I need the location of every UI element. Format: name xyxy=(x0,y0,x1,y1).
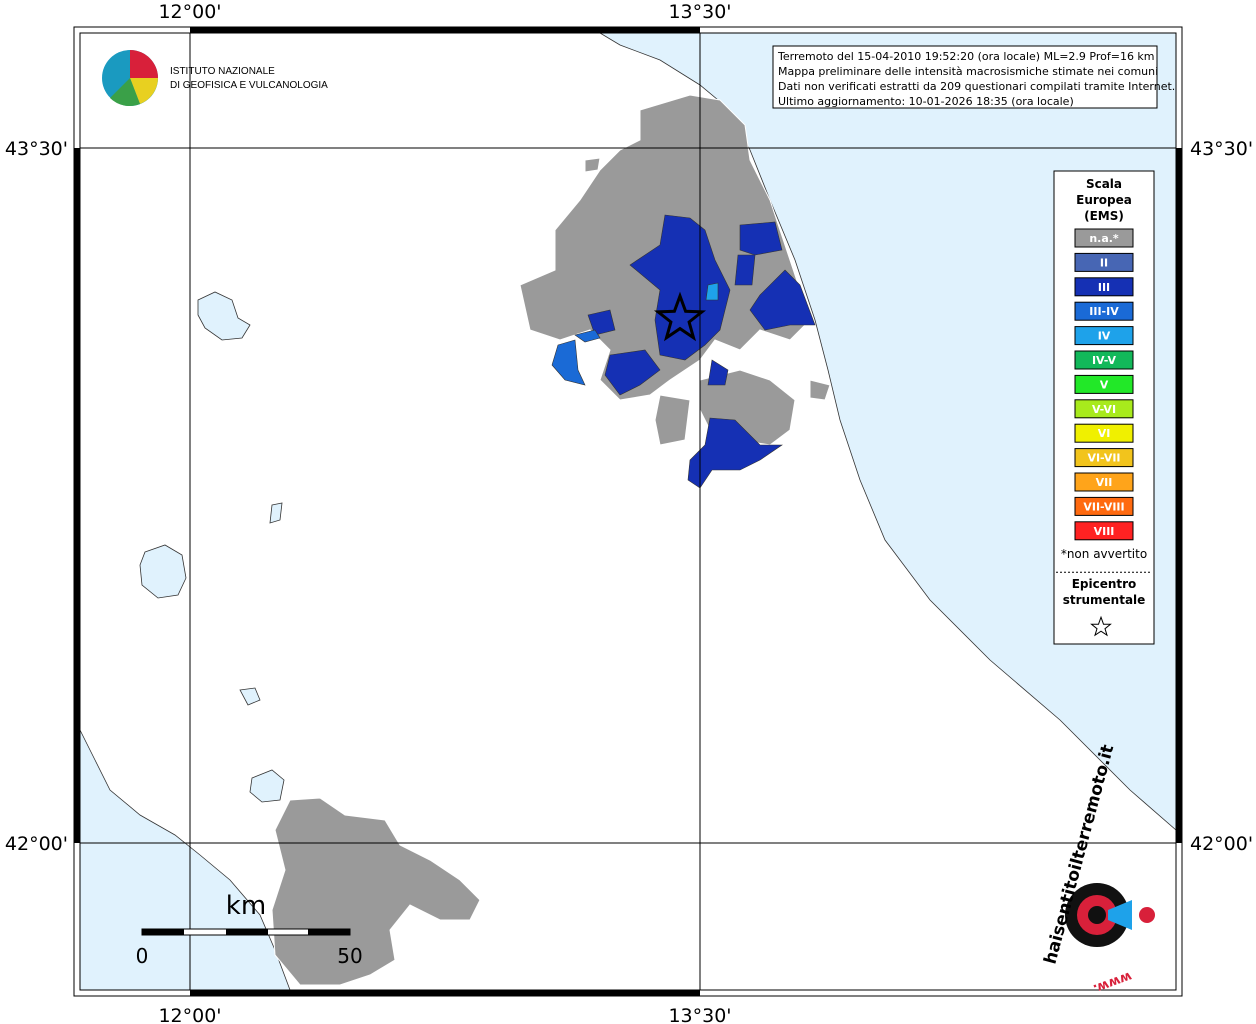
legend-swatch xyxy=(1074,301,1134,321)
legend-label: n.a.* xyxy=(1089,232,1119,245)
legend-label: VI xyxy=(1098,427,1111,440)
info-line: Mappa preliminare delle intensità macros… xyxy=(778,65,1158,78)
scale-bar xyxy=(141,928,351,936)
scale-seg xyxy=(308,929,350,935)
info-line: Dati non verificati estratti da 209 ques… xyxy=(778,80,1175,93)
area-iii xyxy=(707,359,729,386)
legend-swatch xyxy=(1074,228,1134,248)
graticule xyxy=(80,33,1176,990)
municipalities-iii xyxy=(587,214,816,489)
info-line: Ultimo aggiornamento: 10-01-2026 18:35 (… xyxy=(778,95,1074,108)
legend-label: V-VI xyxy=(1092,403,1116,416)
hsit-logo xyxy=(1088,906,1106,924)
ingv-name: ISTITUTO NAZIONALE xyxy=(170,66,275,77)
legend-star xyxy=(1090,615,1112,637)
scale-label: 0 xyxy=(136,944,149,968)
coord-label: 43°30' xyxy=(5,138,68,160)
legend-epicenter: strumentale xyxy=(1063,593,1146,607)
area-iii xyxy=(587,309,616,336)
scale-label: 50 xyxy=(337,944,362,968)
info-box xyxy=(772,45,1158,109)
area-iii xyxy=(734,254,756,286)
legend-label: IV-V xyxy=(1092,354,1117,367)
area-iv xyxy=(705,282,719,301)
legend-label: II xyxy=(1100,256,1108,269)
ingv-name: DI GEOFISICA E VULCANOLOGIA xyxy=(170,80,328,91)
frame-bar xyxy=(190,990,700,996)
legend-label: IV xyxy=(1098,330,1111,343)
ingv-globe xyxy=(130,78,158,104)
coord-label: 12°00' xyxy=(158,1005,221,1024)
scale-unit: km xyxy=(226,891,266,921)
info-line: Terremoto del 15-04-2010 19:52:20 (ora l… xyxy=(777,50,1155,63)
area-iii xyxy=(687,417,783,489)
legend-swatch xyxy=(1074,423,1134,443)
info-lines: Terremoto del 15-04-2010 19:52:20 (ora l… xyxy=(777,50,1175,108)
legend-label: VII-VIII xyxy=(1083,500,1124,513)
legend-swatch xyxy=(1074,472,1134,492)
frame-bar xyxy=(190,27,700,33)
lake xyxy=(269,502,283,524)
area-iii xyxy=(629,214,731,361)
frame-bars xyxy=(74,27,1182,996)
coord-label: 42°00' xyxy=(5,833,68,855)
legend-swatch xyxy=(1074,277,1134,297)
ingv-globe xyxy=(110,78,140,107)
legend-label: VIII xyxy=(1094,525,1115,538)
municipalities-iii-iv xyxy=(551,329,601,386)
area-grey xyxy=(809,379,831,401)
legend-title: Europea xyxy=(1076,193,1132,207)
legend-swatch xyxy=(1074,399,1134,419)
area-iii xyxy=(749,269,816,331)
lake xyxy=(139,544,187,599)
area-iii xyxy=(739,221,783,256)
legend-swatch xyxy=(1074,496,1134,516)
lake xyxy=(239,687,261,706)
hsit-logo xyxy=(1139,907,1155,923)
coord-label: 42°00' xyxy=(1190,833,1253,855)
lake xyxy=(197,291,251,341)
frame-bar xyxy=(1176,148,1182,843)
area-iii xyxy=(604,349,661,396)
area-grey xyxy=(584,157,601,173)
legend-title: Scala xyxy=(1086,177,1122,191)
coord-label: 43°30' xyxy=(1190,138,1253,160)
legend-swatch xyxy=(1074,350,1134,370)
sea xyxy=(598,32,1177,831)
legend-title: (EMS) xyxy=(1084,209,1124,223)
lake xyxy=(249,769,285,803)
legend-label: III-IV xyxy=(1089,305,1119,318)
scale-seg xyxy=(226,929,268,935)
legend-label: VII xyxy=(1096,476,1113,489)
legend-swatch xyxy=(1074,326,1134,346)
coord-label: 13°30' xyxy=(668,1,731,23)
coord-label: 12°00' xyxy=(158,1,221,23)
legend-swatch xyxy=(1074,448,1134,468)
area-iii-iv xyxy=(574,329,601,343)
area-grey xyxy=(654,394,691,446)
legend-label: V xyxy=(1100,378,1109,391)
hsit-logo xyxy=(1108,900,1132,930)
legend-swatch xyxy=(1074,521,1134,541)
legend-epicenter: Epicentro xyxy=(1072,577,1137,591)
legend-label: VI-VII xyxy=(1087,452,1120,465)
area-iii-iv xyxy=(551,339,586,386)
epicenter-star xyxy=(653,291,707,342)
coord-label: 13°30' xyxy=(668,1005,731,1024)
legend-swatch xyxy=(1074,374,1134,394)
scale-seg xyxy=(142,929,184,935)
ingv-globe xyxy=(130,50,158,78)
legend-label: III xyxy=(1098,281,1110,294)
legend-note: *non avvertito xyxy=(1061,547,1147,561)
legend: ScalaEuropea(EMS)n.a.*IIIIIIII-IVIVIV-VV… xyxy=(1056,177,1152,637)
area-grey xyxy=(271,797,481,986)
frame-bar xyxy=(74,148,80,843)
legend-swatch xyxy=(1074,252,1134,272)
